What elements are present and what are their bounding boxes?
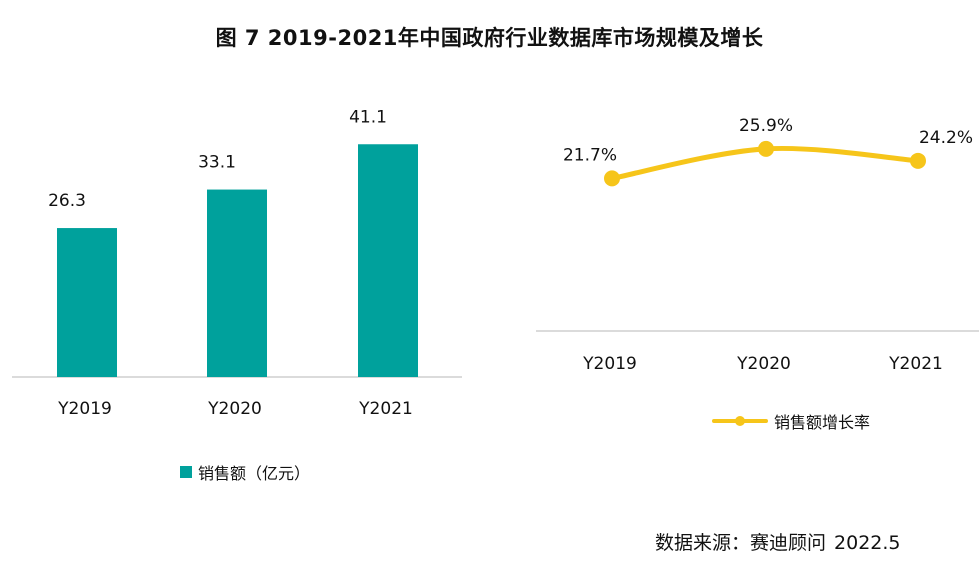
growth-value-label: 21.7%: [563, 145, 617, 165]
growth-point-Y2019: [604, 170, 620, 187]
bar-chart: 26.3 Y2019 33.1 Y2020 41.1 Y2021: [12, 107, 462, 419]
line-legend-label: 销售额增长率: [774, 413, 871, 432]
source-label: 数据来源：赛迪顾问: [655, 532, 827, 554]
line-x-tick-label: Y2021: [888, 354, 943, 374]
bar-x-tick-label: Y2021: [358, 399, 413, 419]
bar-legend-label: 销售额（亿元）: [198, 464, 311, 483]
bar-x-tick-label: Y2020: [207, 399, 262, 419]
line-x-tick-label: Y2019: [582, 354, 637, 374]
bar-legend-swatch: [180, 466, 192, 478]
growth-value-label: 25.9%: [739, 116, 793, 136]
source-note: 数据来源：赛迪顾问 2022.5: [655, 528, 901, 555]
bar-value-label: 33.1: [198, 153, 236, 173]
line-legend-swatch: [712, 412, 768, 430]
growth-point-Y2021: [910, 152, 926, 169]
line-chart: 21.7% Y2019 25.9% Y2020 24.2% Y2021: [536, 116, 979, 374]
growth-point-Y2020: [758, 140, 774, 157]
bar-value-label: 26.3: [48, 191, 86, 211]
line-x-tick-label: Y2020: [736, 354, 791, 374]
line-legend: 销售额增长率: [712, 409, 870, 433]
source-date: 2022.5: [834, 532, 901, 554]
bar-Y2019: [57, 228, 117, 377]
chart-title: 图 7 2019-2021年中国政府行业数据库市场规模及增长: [215, 26, 764, 50]
growth-value-label: 24.2%: [919, 128, 973, 148]
bar-Y2020: [207, 189, 267, 377]
bar-legend: 销售额（亿元）: [180, 460, 310, 484]
bar-Y2021: [358, 144, 418, 377]
bar-value-label: 41.1: [349, 107, 387, 127]
bar-x-tick-label: Y2019: [57, 399, 112, 419]
